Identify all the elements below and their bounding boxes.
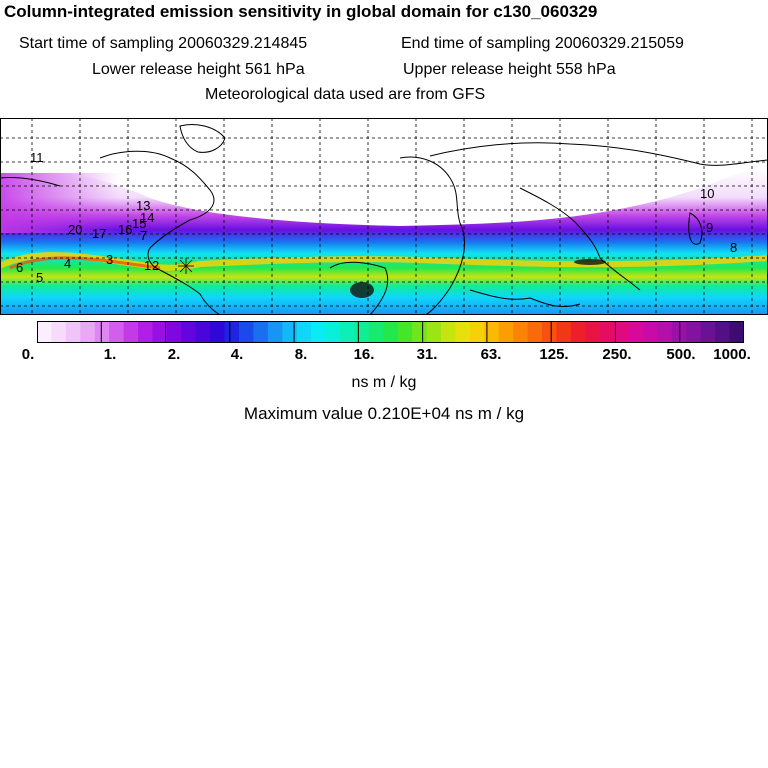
colorbar-swatch (152, 321, 168, 343)
colorbar-swatch (195, 321, 211, 343)
trajectory-label: 6 (16, 260, 23, 275)
colorbar-tick-label: 16. (353, 346, 375, 363)
colorbar-swatch (441, 321, 457, 343)
colorbar-swatch (426, 321, 442, 343)
colorbar-swatch (729, 321, 744, 343)
colorbar-swatch (657, 321, 673, 343)
trajectory-label: 7 (140, 228, 147, 243)
west-purple-region (0, 173, 120, 233)
high-sensitivity-core (9, 256, 161, 270)
lower-release-label: Lower release height 561 hPa (92, 61, 305, 78)
trajectory-label: 3 (106, 252, 113, 267)
colorbar-swatch (383, 321, 399, 343)
colorbar-swatch (614, 321, 630, 343)
colorbar-swatch (469, 321, 485, 343)
trajectory-label: 5 (36, 270, 43, 285)
colorbar-units: ns m / kg (351, 374, 417, 391)
colorbar-swatch (123, 321, 139, 343)
release-point-marker (178, 258, 194, 274)
colorbar-swatch (527, 321, 543, 343)
colorbar-swatch (700, 321, 716, 343)
colorbar-tick-label: 4. (230, 346, 244, 363)
trajectory-label: 14 (140, 210, 154, 225)
colorbar-swatch (542, 321, 558, 343)
sensitivity-field (0, 168, 768, 315)
colorbar-swatch (267, 321, 283, 343)
trajectory-label: 20 (68, 222, 82, 237)
colorbar-swatch (498, 321, 514, 343)
colorbar-tick-label: 1. (103, 346, 117, 363)
trajectory-label: 9 (706, 220, 713, 235)
colorbar-swatch (628, 321, 644, 343)
maximum-value-label: Maximum value 0.210E+04 ns m / kg (243, 404, 525, 423)
colorbar-swatch (282, 321, 298, 343)
colorbar-swatch (80, 321, 96, 343)
colorbar-swatch (686, 321, 702, 343)
colorbar-tick-label: 500. (666, 346, 696, 363)
trajectory-label: 17 (92, 226, 106, 241)
trajectory-labels: 11 13 14 15 16 17 20 3 4 5 6 1 2 10 9 8 … (16, 150, 737, 285)
page-title: Column-integrated emission sensitivity i… (4, 2, 598, 21)
colorbar-tick-label: 2. (167, 346, 181, 363)
colorbar (37, 321, 744, 343)
trajectory-label: 2 (152, 258, 159, 273)
coastlines (0, 124, 768, 315)
colorbar-swatch (556, 321, 572, 343)
trajectory-label: 15 (132, 216, 146, 231)
trajectory-label: 1 (144, 258, 151, 273)
colorbar-border (37, 321, 744, 343)
colorbar-swatch (715, 321, 731, 343)
colorbar-swatch (181, 321, 197, 343)
end-time-label: End time of sampling 20060329.215059 (401, 35, 684, 52)
colorbar-tick-label: 63. (480, 346, 502, 363)
colorbar-tick-label: 31. (416, 346, 438, 363)
colorbar-swatch (166, 321, 182, 343)
colorbar-swatch (311, 321, 327, 343)
colorbar-swatch (65, 321, 81, 343)
colorbar-tick-label: 125. (539, 346, 569, 363)
colorbar-swatch (585, 321, 601, 343)
colorbar-swatch (412, 321, 428, 343)
met-data-label: Meteorological data used are from GFS (205, 86, 486, 103)
sensitivity-map: 11 13 14 15 16 17 20 3 4 5 6 1 2 10 9 8 … (0, 118, 768, 315)
colorbar-swatch (340, 321, 356, 343)
colorbar-swatch (455, 321, 471, 343)
colorbar-swatch (210, 321, 226, 343)
trajectory-label: 8 (730, 240, 737, 255)
colorbar-swatch (368, 321, 384, 343)
trajectory-label: 10 (700, 186, 714, 201)
colorbar-swatch (513, 321, 529, 343)
trajectory-label: 11 (30, 150, 44, 165)
colorbar-swatch (138, 321, 154, 343)
colorbar-swatch (570, 321, 586, 343)
colorbar-swatch (643, 321, 659, 343)
colorbar-tick-label: 8. (294, 346, 308, 363)
colorbar-swatch (599, 321, 615, 343)
colorbar-swatch (397, 321, 413, 343)
colorbar-swatch (253, 321, 269, 343)
trajectory-label: 16 (118, 222, 132, 237)
colorbar-tick-label: 0. (21, 346, 35, 363)
colorbar-swatch (354, 321, 370, 343)
colorbar-swatch (239, 321, 255, 343)
trajectory-label: 13 (136, 198, 150, 213)
colorbar-swatch (224, 321, 240, 343)
colorbar-swatch (37, 321, 53, 343)
colorbar-swatch (325, 321, 341, 343)
colorbar-swatch (94, 321, 110, 343)
colorbar-swatch (484, 321, 500, 343)
colorbar-swatch (296, 321, 312, 343)
sensitivity-hotspot-asia (574, 259, 606, 265)
colorbar-swatch (51, 321, 67, 343)
colorbar-tick-label: 250. (602, 346, 632, 363)
trajectory-label: 4 (64, 256, 71, 271)
colorbar-swatch (109, 321, 125, 343)
colorbar-tick-label: 1000. (713, 346, 751, 363)
upper-release-label: Upper release height 558 hPa (403, 61, 616, 78)
graticule (0, 118, 768, 315)
start-time-label: Start time of sampling 20060329.214845 (19, 35, 308, 52)
sensitivity-hotspot-southamerica (350, 282, 374, 298)
